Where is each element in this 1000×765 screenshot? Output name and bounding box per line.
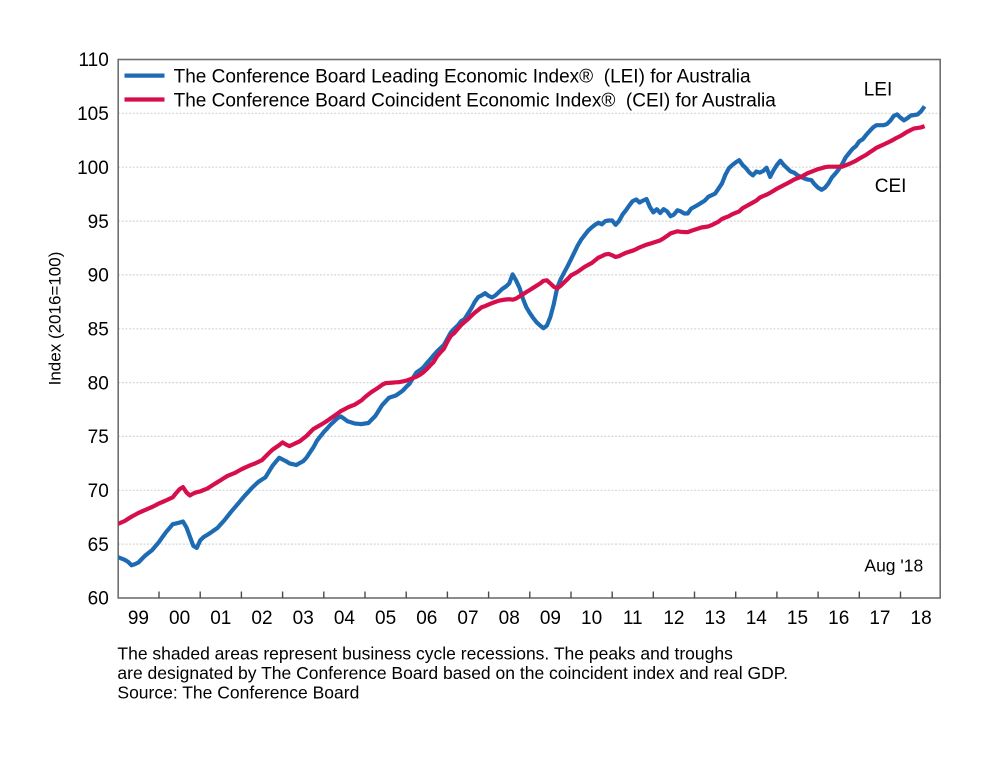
svg-text:08: 08 xyxy=(499,608,520,629)
svg-text:LEI: LEI xyxy=(864,79,893,100)
svg-text:are designated by The Conferen: are designated by The Conference Board b… xyxy=(117,663,788,683)
svg-text:85: 85 xyxy=(88,319,109,340)
svg-text:The shaded areas represent bus: The shaded areas represent business cycl… xyxy=(117,643,733,663)
svg-text:10: 10 xyxy=(581,608,602,629)
svg-text:100: 100 xyxy=(77,158,109,179)
svg-text:The Conference Board Leading E: The Conference Board Leading Economic In… xyxy=(174,66,751,87)
svg-text:18: 18 xyxy=(911,608,932,629)
svg-text:13: 13 xyxy=(705,608,726,629)
svg-text:105: 105 xyxy=(77,104,109,125)
svg-text:16: 16 xyxy=(828,608,849,629)
svg-text:12: 12 xyxy=(663,608,684,629)
svg-text:01: 01 xyxy=(210,608,231,629)
svg-text:The Conference Board Coinciden: The Conference Board Coincident Economic… xyxy=(174,90,777,111)
svg-text:Index (2016=100): Index (2016=100) xyxy=(45,252,64,386)
svg-text:04: 04 xyxy=(334,608,356,629)
svg-text:17: 17 xyxy=(869,608,890,629)
svg-text:65: 65 xyxy=(88,535,109,556)
svg-text:70: 70 xyxy=(88,481,109,502)
svg-text:07: 07 xyxy=(457,608,478,629)
svg-text:05: 05 xyxy=(375,608,396,629)
svg-text:99: 99 xyxy=(128,608,149,629)
svg-text:00: 00 xyxy=(169,608,190,629)
svg-text:CEI: CEI xyxy=(875,176,907,197)
svg-text:90: 90 xyxy=(88,266,109,287)
svg-text:15: 15 xyxy=(787,608,808,629)
svg-text:11: 11 xyxy=(623,608,643,629)
svg-text:06: 06 xyxy=(416,608,437,629)
svg-text:09: 09 xyxy=(540,608,561,629)
svg-text:14: 14 xyxy=(746,608,768,629)
svg-text:Source: The Conference Board: Source: The Conference Board xyxy=(117,683,359,703)
svg-text:60: 60 xyxy=(88,589,109,610)
svg-text:80: 80 xyxy=(88,373,109,394)
svg-text:95: 95 xyxy=(88,212,109,233)
svg-text:75: 75 xyxy=(88,427,109,448)
svg-text:02: 02 xyxy=(251,608,272,629)
svg-text:110: 110 xyxy=(79,50,109,71)
svg-text:03: 03 xyxy=(293,608,314,629)
svg-text:Aug '18: Aug '18 xyxy=(864,556,923,576)
